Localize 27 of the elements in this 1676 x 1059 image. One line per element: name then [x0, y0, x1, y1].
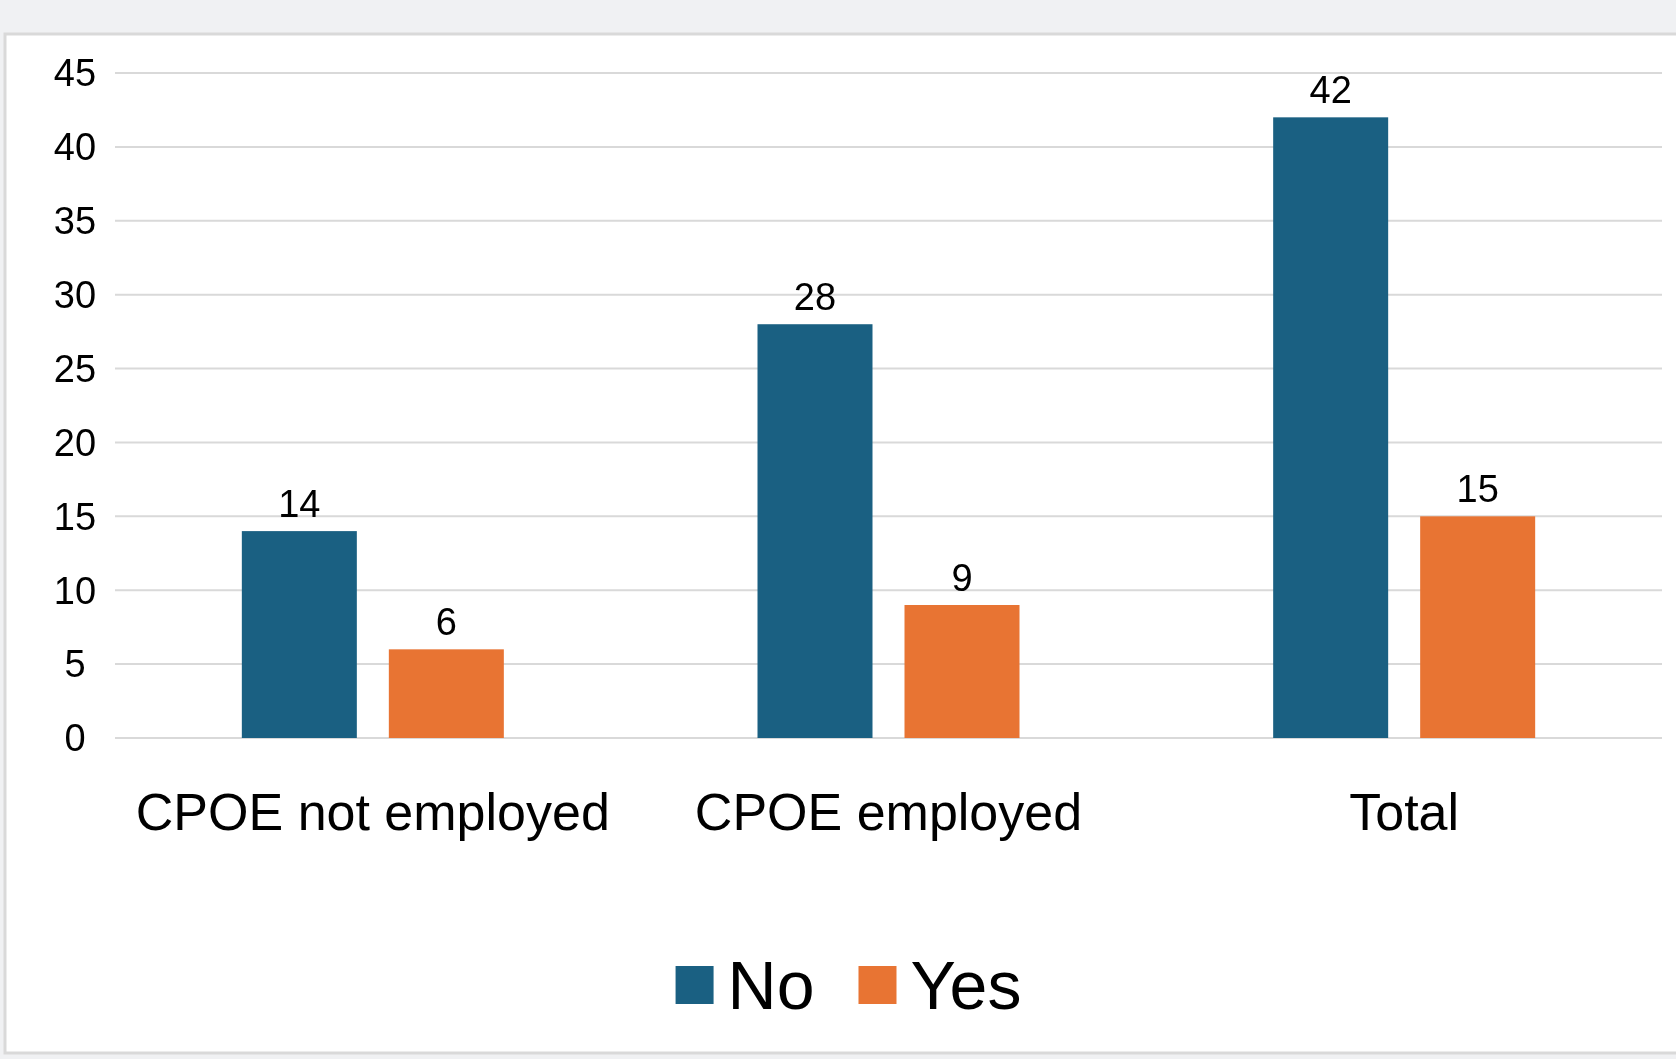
y-tick-label: 30	[53, 273, 97, 316]
legend-label: No	[727, 946, 815, 1023]
data-label: 14	[278, 483, 321, 526]
data-label: 9	[951, 557, 973, 599]
y-tick-label: 20	[53, 421, 97, 464]
legend-label: Yes	[910, 946, 1022, 1023]
bar	[904, 605, 1020, 738]
y-tick-label: 35	[53, 200, 97, 243]
y-tick-label: 15	[53, 495, 97, 538]
y-tick-label: 45	[53, 52, 97, 95]
bar	[241, 531, 357, 738]
y-tick-label: 0	[64, 717, 86, 760]
bar	[757, 324, 873, 738]
y-tick-label: 40	[53, 126, 97, 169]
bar	[1273, 117, 1389, 738]
x-tick-label: CPOE employed	[694, 783, 1083, 841]
data-label: 15	[1456, 468, 1499, 511]
bar	[388, 649, 504, 738]
y-tick-label: 25	[53, 347, 97, 390]
bar	[1420, 516, 1536, 738]
data-label: 28	[793, 276, 837, 319]
data-label: 6	[435, 601, 457, 644]
y-tick-label: 5	[64, 643, 86, 686]
x-tick-label: Total	[1349, 783, 1460, 841]
data-label: 42	[1309, 69, 1352, 112]
x-tick-label: CPOE not employed	[135, 783, 610, 841]
y-tick-label: 10	[53, 569, 97, 612]
